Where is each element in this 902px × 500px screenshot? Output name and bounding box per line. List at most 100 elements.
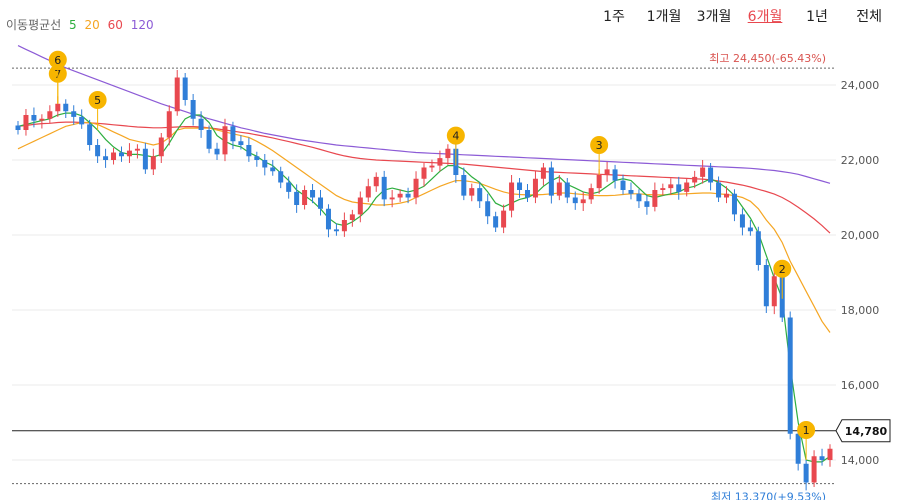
candle-body [87, 124, 93, 145]
candle-body [676, 184, 682, 192]
candle-body [333, 229, 339, 232]
candle-body [731, 193, 737, 215]
candle-body [23, 115, 29, 130]
candle-body [278, 171, 284, 183]
candle-body [811, 456, 817, 483]
candle-body [652, 190, 658, 207]
y-tick-label: 18,000 [841, 304, 880, 317]
candle-body [708, 167, 714, 183]
candle-body [747, 227, 753, 232]
candle-body [803, 463, 809, 483]
candle-body [365, 186, 371, 198]
ma-legend: 이동평균선 5 20 60 120 [6, 16, 158, 33]
legend-ma5: 5 [69, 18, 77, 32]
event-marker-5 [88, 91, 107, 109]
candle-body [310, 190, 316, 198]
candle-body [819, 456, 825, 460]
candle-body [39, 118, 45, 121]
candle-body [612, 169, 618, 181]
candle-body [126, 150, 132, 157]
candle-body [206, 130, 212, 149]
legend-title: 이동평균선 [6, 18, 62, 32]
candle-body [246, 145, 252, 157]
candle-body [787, 317, 793, 434]
tab-1y[interactable]: 1년 [806, 9, 828, 25]
candle-body [692, 176, 698, 183]
y-tick-label: 22,000 [841, 154, 880, 167]
candle-body [827, 448, 833, 460]
candle-body [111, 152, 117, 160]
candle-body [349, 214, 355, 220]
candle-body [636, 193, 642, 202]
candle-body [294, 191, 300, 205]
event-marker-label: 4 [452, 130, 459, 143]
tab-3m[interactable]: 3개월 [696, 9, 732, 25]
event-marker-6 [48, 50, 67, 69]
candle-body [684, 182, 690, 192]
period-tabs: 1주 1개월 3개월 6개월 1년 전체 [590, 6, 882, 26]
candle-body [150, 156, 156, 170]
current-price-label: 14,780 [845, 425, 888, 438]
candle-body [564, 182, 570, 198]
candle-body [47, 111, 53, 119]
candle-body [700, 167, 706, 177]
candle-body [461, 175, 467, 196]
candle-body [596, 175, 602, 189]
candle-body [190, 100, 196, 119]
candle-body [524, 190, 530, 198]
candle-body [588, 188, 594, 200]
candle-body [134, 148, 140, 151]
candle-body [238, 141, 244, 145]
candle-body [437, 158, 443, 166]
candle-body [763, 265, 769, 307]
candle-body [357, 197, 363, 215]
tab-all[interactable]: 전체 [856, 9, 882, 25]
candle-body [532, 178, 538, 198]
candle-body [214, 148, 220, 155]
legend-ma20: 20 [84, 18, 100, 32]
candle-body [15, 125, 21, 130]
candle-body [620, 180, 626, 190]
event-marker-4 [446, 126, 465, 145]
candle-body [118, 152, 124, 157]
candle-body [389, 197, 395, 200]
candle-body [795, 433, 801, 464]
candle-body [580, 199, 586, 204]
candle-body [517, 182, 523, 190]
candle-body [771, 276, 777, 307]
candle-body [31, 115, 37, 121]
high-label: 최고 24,450(-65.43%) [709, 52, 826, 65]
event-marker-label: 5 [94, 94, 101, 107]
event-marker-label: 6 [54, 54, 61, 67]
candle-body [262, 160, 268, 168]
candle-body [341, 220, 347, 232]
candle-body [755, 231, 761, 265]
candle-body [429, 165, 435, 168]
candle-body [63, 103, 69, 112]
candle-body [604, 169, 610, 175]
candle-body [644, 201, 650, 207]
candle-body [373, 176, 379, 187]
candle-body [302, 190, 308, 205]
candle-body [198, 118, 204, 130]
candle-body [166, 111, 172, 138]
event-marker-label: 1 [803, 424, 810, 437]
candle-body [485, 201, 491, 217]
candle-body [71, 111, 77, 117]
ma20-line [17, 121, 831, 333]
candle-body [548, 167, 554, 196]
tab-6m[interactable]: 6개월 [747, 9, 783, 25]
tab-1m[interactable]: 1개월 [646, 9, 682, 25]
candle-body [381, 176, 387, 200]
tab-1w[interactable]: 1주 [603, 9, 625, 25]
current-price-tag [835, 419, 891, 443]
candle-body [182, 77, 188, 100]
candle-body [103, 156, 109, 160]
candle-body [270, 167, 276, 172]
candle-body [397, 193, 403, 198]
candle-body [142, 148, 148, 170]
event-marker-label: 3 [596, 139, 603, 152]
candle-body [95, 145, 101, 157]
candle-body [254, 156, 260, 160]
